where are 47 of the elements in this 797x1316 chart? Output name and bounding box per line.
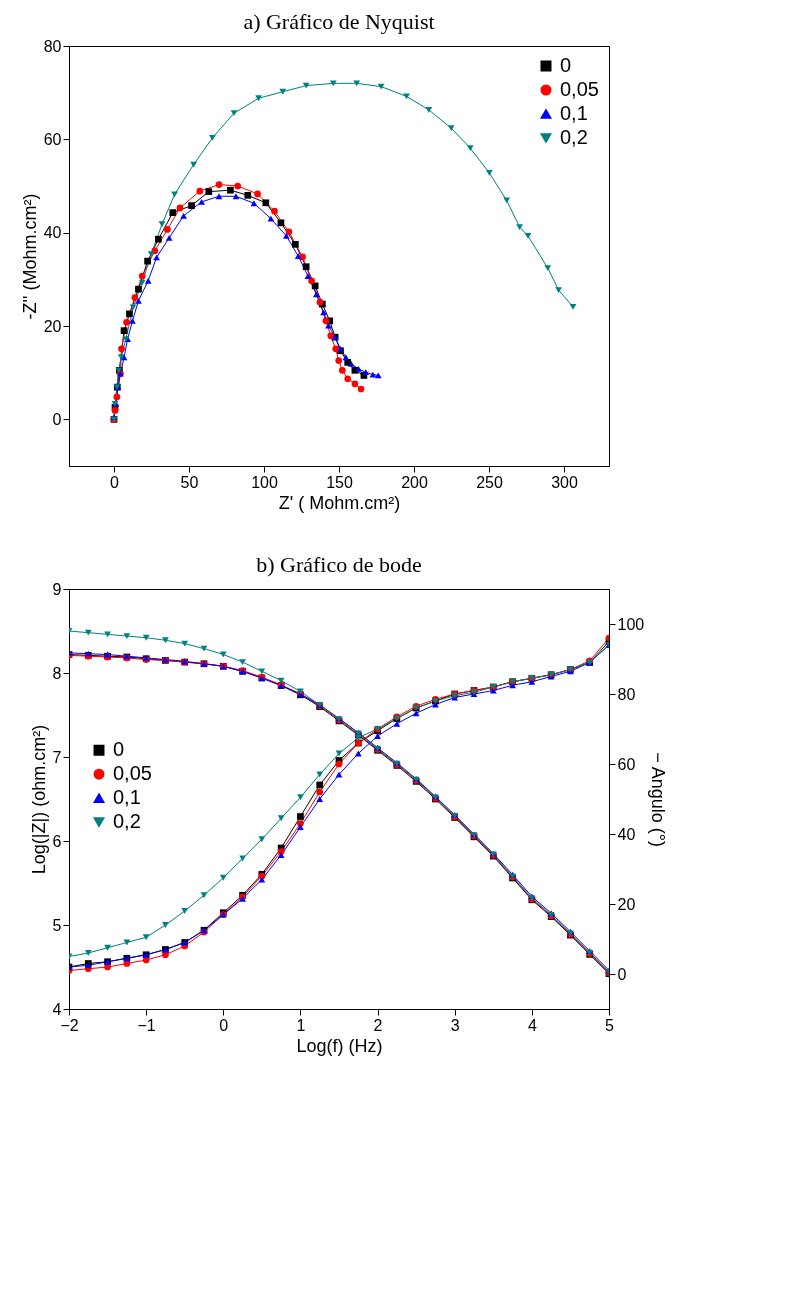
y-tick-label: 8 (52, 664, 62, 682)
legend-label: 0,05 (560, 78, 599, 100)
x-tick-label: 150 (326, 473, 353, 491)
y-tick-label: 40 (43, 224, 62, 242)
chart-title: a) Gráfico de Nyquist (243, 9, 435, 34)
y-tick-label: 4 (52, 1000, 62, 1018)
y-axis-title: Log(|Z|) (ohm.cm²) (28, 724, 49, 875)
y-tick-label: 7 (52, 748, 62, 766)
x-tick-label: 300 (551, 473, 578, 491)
x-tick-label: 100 (251, 473, 278, 491)
y-tick-label: 6 (52, 832, 62, 850)
legend-label: 0,2 (560, 126, 588, 148)
x-tick-label: −2 (60, 1016, 79, 1034)
chart-title: b) Gráfico de bode (256, 552, 422, 577)
x-axis-title: Z' ( Mohm.cm²) (278, 492, 401, 513)
y-axis-title: -Z'' (Mohm.cm²) (19, 193, 40, 320)
x-tick-label: 200 (401, 473, 428, 491)
legend-label: 0,1 (113, 786, 141, 809)
y2-tick-label: 100 (617, 615, 645, 633)
y2-tick-label: 60 (617, 755, 636, 773)
y2-tick-label: 20 (617, 895, 636, 913)
legend-label: 0,1 (560, 102, 588, 124)
x-tick-label: 0 (219, 1016, 229, 1034)
x-tick-label: 5 (605, 1016, 615, 1034)
y2-tick-label: 80 (617, 685, 636, 703)
x-tick-label: −1 (137, 1016, 156, 1034)
y2-axis-title: − Angulo (°) (648, 752, 669, 847)
x-tick-label: 3 (450, 1016, 460, 1034)
x-tick-label: 4 (527, 1016, 537, 1034)
x-tick-label: 250 (476, 473, 503, 491)
y-tick-label: 60 (43, 130, 62, 148)
y2-tick-label: 40 (617, 825, 636, 843)
x-tick-label: 0 (110, 473, 120, 491)
x-tick-label: 2 (373, 1016, 383, 1034)
legend-label: 0,2 (113, 810, 141, 833)
legend-label: 0 (560, 54, 572, 76)
y-tick-label: 20 (43, 317, 62, 335)
x-axis-title: Log(f) (Hz) (296, 1035, 383, 1056)
y-tick-label: 80 (43, 37, 62, 55)
x-tick-label: 1 (296, 1016, 306, 1034)
y2-tick-label: 0 (617, 965, 627, 983)
x-tick-label: 50 (180, 473, 199, 491)
y-tick-label: 0 (52, 410, 62, 428)
y-tick-label: 5 (52, 916, 62, 934)
legend-label: 0 (113, 738, 125, 761)
legend-label: 0,05 (113, 762, 152, 785)
y-tick-label: 9 (52, 580, 62, 598)
